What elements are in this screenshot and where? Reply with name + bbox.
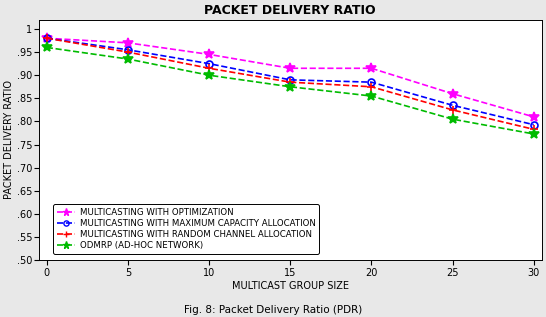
Title: PACKET DELIVERY RATIO: PACKET DELIVERY RATIO	[204, 4, 376, 17]
Text: Fig. 8: Packet Delivery Ratio (PDR): Fig. 8: Packet Delivery Ratio (PDR)	[184, 305, 362, 315]
Legend: MULTICASTING WITH OPTIMIZATION, MULTICASTING WITH MAXIMUM CAPACITY ALLOCATION, M: MULTICASTING WITH OPTIMIZATION, MULTICAS…	[53, 204, 319, 254]
Y-axis label: PACKET DELIVERY RATIO: PACKET DELIVERY RATIO	[4, 81, 14, 199]
X-axis label: MULTICAST GROUP SIZE: MULTICAST GROUP SIZE	[232, 281, 349, 291]
